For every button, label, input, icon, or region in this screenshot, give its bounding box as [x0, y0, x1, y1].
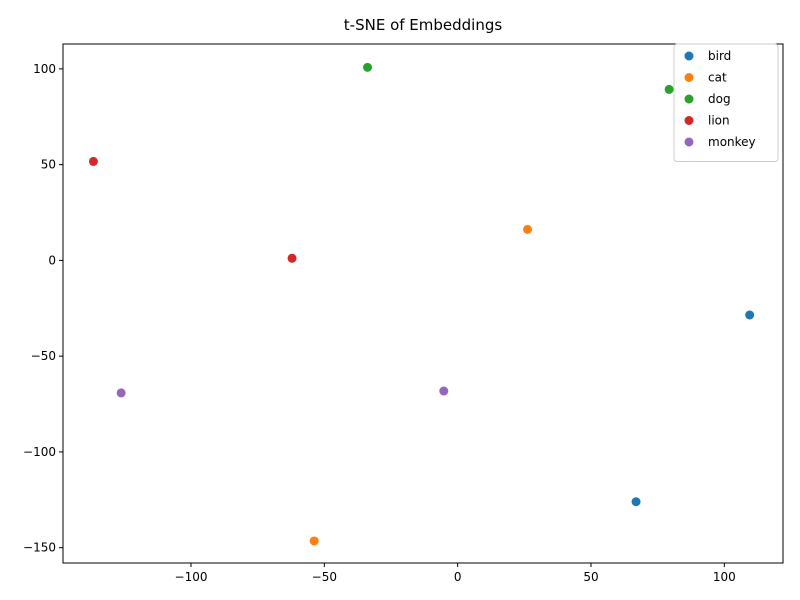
y-tick-label: −150: [23, 541, 56, 555]
y-tick-label: 100: [33, 62, 56, 76]
point-lion: [88, 156, 98, 166]
y-tick-label: −100: [23, 445, 56, 459]
legend-box: [673, 43, 779, 162]
point-lion: [287, 253, 297, 263]
x-tick-label: −50: [312, 570, 337, 584]
point-dog: [664, 84, 674, 94]
plot-frame: [62, 43, 784, 564]
y-tick-label: −50: [31, 349, 56, 363]
legend-label-dog: dog: [708, 92, 731, 106]
data-points: [88, 62, 755, 546]
x-tick-label: 50: [583, 570, 598, 584]
point-bird: [745, 310, 755, 320]
point-cat: [309, 536, 319, 546]
legend-marker-cat: [684, 73, 694, 82]
legend: bird cat dog lion monkey: [673, 43, 779, 162]
x-tick-label: −100: [175, 570, 208, 584]
legend-label-monkey: monkey: [708, 135, 756, 149]
legend-label-lion: lion: [708, 114, 730, 128]
legend-marker-lion: [684, 116, 694, 125]
point-bird: [631, 497, 641, 507]
point-monkey: [439, 386, 449, 396]
y-axis: −150 −100 −50 0 50 100: [23, 62, 63, 555]
legend-label-bird: bird: [708, 49, 731, 63]
x-tick-label: 100: [713, 570, 736, 584]
x-tick-label: 0: [454, 570, 462, 584]
legend-label-cat: cat: [708, 71, 727, 85]
chart-title: t-SNE of Embeddings: [344, 16, 503, 34]
x-axis: −100 −50 0 50 100: [175, 563, 736, 584]
legend-marker-bird: [684, 51, 694, 61]
point-cat: [523, 224, 533, 234]
legend-marker-monkey: [684, 137, 694, 147]
y-tick-label: 0: [48, 253, 56, 267]
point-dog: [363, 62, 373, 72]
y-tick-label: 50: [41, 158, 56, 172]
point-monkey: [116, 388, 126, 398]
legend-marker-dog: [684, 94, 694, 104]
